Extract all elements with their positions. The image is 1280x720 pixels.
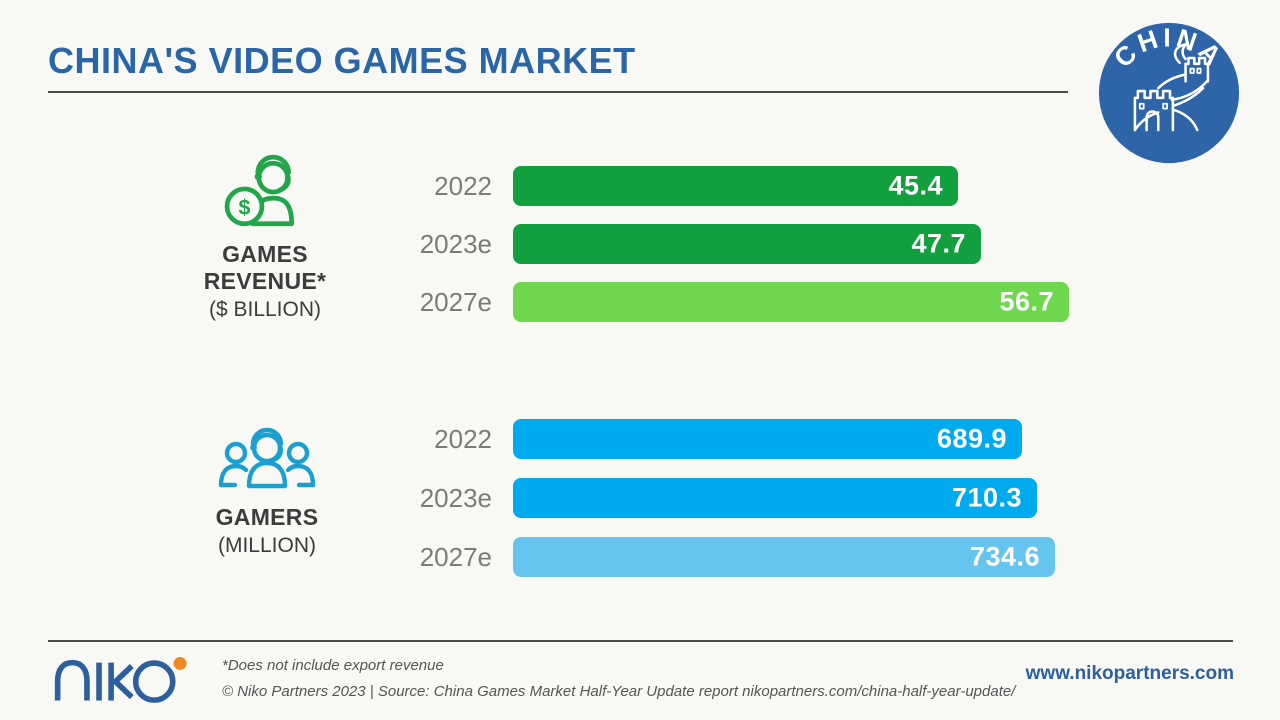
page-title: CHINA'S VIDEO GAMES MARKET bbox=[48, 40, 636, 81]
revenue-label-block: $ GAMES REVENUE* ($ BILLION) bbox=[170, 152, 360, 322]
logo-orange-dot bbox=[173, 657, 187, 670]
gamers-bar-2027e: 734.6 bbox=[513, 537, 1055, 577]
gamers-group-icon bbox=[218, 427, 316, 489]
bar-value: 45.4 bbox=[888, 170, 943, 201]
year-label: 2023e bbox=[419, 482, 492, 513]
year-label: 2023e bbox=[419, 228, 492, 259]
gamers-label-block: GAMERS (MILLION) bbox=[172, 425, 362, 558]
year-label: 2022 bbox=[434, 423, 492, 454]
great-wall-icon bbox=[1133, 43, 1210, 132]
bar-row-gamers-2027e: 2027e 734.6 bbox=[408, 537, 1055, 577]
svg-text:$: $ bbox=[239, 196, 251, 220]
gamers-bar-2023e: 710.3 bbox=[513, 478, 1037, 518]
year-label: 2027e bbox=[419, 286, 492, 317]
revenue-person-coin-icon: $ bbox=[224, 154, 295, 227]
footnote: *Does not include export revenue bbox=[222, 657, 444, 674]
bar-row-gamers-2022: 2022 689.9 bbox=[408, 419, 1022, 459]
revenue-bar-2022: 45.4 bbox=[513, 166, 958, 206]
revenue-bar-2023e: 47.7 bbox=[513, 224, 981, 264]
title-divider bbox=[48, 91, 1068, 93]
revenue-title: GAMES REVENUE* bbox=[203, 241, 327, 294]
niko-logo bbox=[54, 657, 187, 703]
source-credit: © Niko Partners 2023 | Source: China Gam… bbox=[222, 683, 1016, 700]
gamers-unit: (MILLION) bbox=[217, 534, 316, 557]
website-url: www.nikopartners.com bbox=[1025, 663, 1234, 684]
revenue-bar-2027e: 56.7 bbox=[513, 282, 1069, 322]
bar-row-revenue-2023e: 2023e 47.7 bbox=[408, 224, 981, 264]
bar-value: 56.7 bbox=[999, 286, 1054, 317]
bar-row-gamers-2023e: 2023e 710.3 bbox=[408, 478, 1037, 518]
bar-value: 710.3 bbox=[951, 482, 1022, 513]
gamers-title: GAMERS bbox=[215, 504, 319, 530]
bar-value: 734.6 bbox=[969, 541, 1040, 572]
bar-row-revenue-2022: 2022 45.4 bbox=[408, 166, 958, 206]
gamers-bar-2022: 689.9 bbox=[513, 419, 1022, 459]
bar-value: 47.7 bbox=[911, 228, 966, 259]
revenue-unit: ($ BILLION) bbox=[208, 298, 322, 321]
bar-value: 689.9 bbox=[936, 423, 1007, 454]
year-label: 2027e bbox=[419, 541, 492, 572]
china-badge-icon: CHINA bbox=[1098, 22, 1240, 164]
bar-row-revenue-2027e: 2027e 56.7 bbox=[408, 282, 1069, 322]
footer-divider bbox=[48, 640, 1233, 642]
year-label: 2022 bbox=[434, 170, 492, 201]
